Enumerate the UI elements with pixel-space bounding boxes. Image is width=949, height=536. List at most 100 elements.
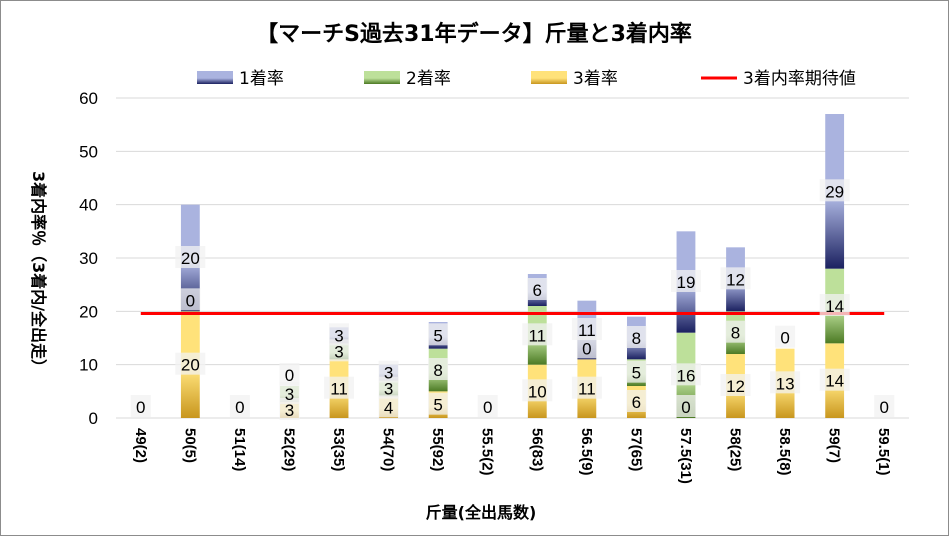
- legend-swatch: [364, 71, 400, 84]
- data-label: 20: [181, 356, 200, 375]
- x-tick-label: 55(92): [429, 428, 446, 471]
- data-label: 3: [285, 385, 294, 404]
- y-tick-label: 60: [79, 89, 98, 108]
- y-axis-label: 3着内率％（3着内/全出走）: [29, 171, 48, 375]
- x-tick-label: 56.5(9): [578, 428, 595, 476]
- data-label: 29: [825, 182, 844, 201]
- data-label: 8: [433, 361, 442, 380]
- data-label-bg: [626, 360, 647, 383]
- data-label-bg: [378, 360, 399, 383]
- data-label-bg: [571, 318, 602, 340]
- data-label: 10: [528, 382, 547, 401]
- data-label: 11: [528, 326, 546, 345]
- data-label: 0: [186, 291, 195, 310]
- y-tick-label: 30: [79, 249, 98, 268]
- x-tick-label: 58.5(8): [776, 428, 793, 476]
- data-label-bg: [180, 288, 201, 311]
- data-label-bg: [576, 336, 597, 359]
- data-label-bg: [670, 270, 701, 292]
- data-label-bg: [175, 352, 206, 375]
- data-label-bg: [675, 395, 696, 417]
- x-tick-label: 57.5(31): [677, 428, 694, 484]
- y-tick-label: 40: [79, 196, 98, 215]
- data-label: 4: [384, 398, 393, 417]
- gridlines: [116, 97, 909, 419]
- data-label: 5: [433, 326, 442, 345]
- data-label: 3: [334, 342, 343, 361]
- y-tick-label: 20: [79, 302, 98, 321]
- x-tick-label: 59(7): [826, 428, 843, 463]
- data-label: 11: [578, 380, 596, 399]
- data-label: 0: [483, 398, 492, 417]
- x-tick-label: 57(65): [627, 428, 644, 471]
- chart-title: 【マーチS過去31年データ】斤量と3着内率: [256, 21, 692, 47]
- data-label: 0: [681, 398, 690, 417]
- data-label-bg: [522, 379, 553, 402]
- legend-label: 3着内率期待値: [743, 69, 856, 89]
- data-label-bg: [571, 376, 602, 399]
- data-label-bg: [522, 323, 553, 346]
- data-label: 16: [677, 366, 696, 385]
- data-label-bg: [720, 374, 751, 396]
- data-label-bg: [329, 323, 350, 346]
- x-axis-label: 斤量(全出馬数): [426, 503, 537, 522]
- legend-label: 2着率: [406, 69, 451, 89]
- x-tick-label: 59.5(1): [875, 428, 892, 476]
- data-label: 11: [578, 321, 596, 340]
- data-label-bg: [279, 363, 300, 385]
- data-label: 5: [632, 364, 641, 383]
- x-tick-label: 56(83): [528, 428, 545, 471]
- data-label-bg: [819, 294, 850, 316]
- legend-label: 1着率: [239, 69, 284, 89]
- data-label: 0: [136, 398, 145, 417]
- data-label-bg: [725, 320, 746, 343]
- data-label-bg: [775, 325, 796, 348]
- data-label: 5: [433, 396, 442, 415]
- data-label: 11: [330, 380, 348, 399]
- x-axis-ticks: 49(2) 50(5) 51(14) 52(29) 53(35) 54(70) 55(92)…: [132, 428, 892, 484]
- data-label: 3: [384, 364, 393, 383]
- y-tick-label: 0: [89, 409, 98, 428]
- data-label-bg: [670, 363, 701, 386]
- data-label-bg: [527, 278, 548, 300]
- data-label: 0: [780, 329, 789, 348]
- data-label: 8: [632, 329, 641, 348]
- x-tick-label: 58(25): [727, 428, 744, 471]
- x-tick-label: 54(70): [380, 428, 397, 471]
- data-label: 14: [825, 372, 844, 391]
- data-label-bg: [626, 390, 647, 412]
- x-tick-label: 50(5): [181, 428, 198, 463]
- data-label: 13: [776, 374, 795, 393]
- data-label-bg: [428, 358, 449, 380]
- legend-swatch: [531, 71, 567, 84]
- data-label-bg: [130, 395, 151, 417]
- data-label-bg: [324, 376, 355, 399]
- data-label: 12: [726, 270, 745, 289]
- y-tick-label: 50: [79, 142, 98, 161]
- data-label: 20: [181, 249, 200, 268]
- data-label-bg: [770, 371, 801, 394]
- data-label: 0: [285, 366, 294, 385]
- data-label-bg: [819, 368, 850, 391]
- legend-swatch: [197, 71, 233, 84]
- data-label: 8: [731, 324, 740, 343]
- data-label: 19: [677, 273, 696, 292]
- y-axis-ticks: 0 10 20 30 40 50 60: [79, 89, 98, 428]
- data-label-bg: [175, 246, 206, 268]
- x-tick-label: 49(2): [132, 428, 149, 463]
- data-label: 3: [285, 401, 294, 420]
- data-label-bg: [428, 392, 449, 415]
- data-label: 0: [582, 339, 591, 358]
- data-label-bg: [819, 179, 850, 202]
- data-label: 0: [879, 398, 888, 417]
- y-tick-label: 10: [79, 356, 98, 375]
- x-tick-label: 53(35): [330, 428, 347, 471]
- data-label-bg: [874, 395, 895, 417]
- data-label: 12: [726, 377, 745, 396]
- legend-label: 3着率: [573, 69, 618, 89]
- data-label: 6: [533, 281, 542, 300]
- x-tick-label: 52(29): [280, 428, 297, 471]
